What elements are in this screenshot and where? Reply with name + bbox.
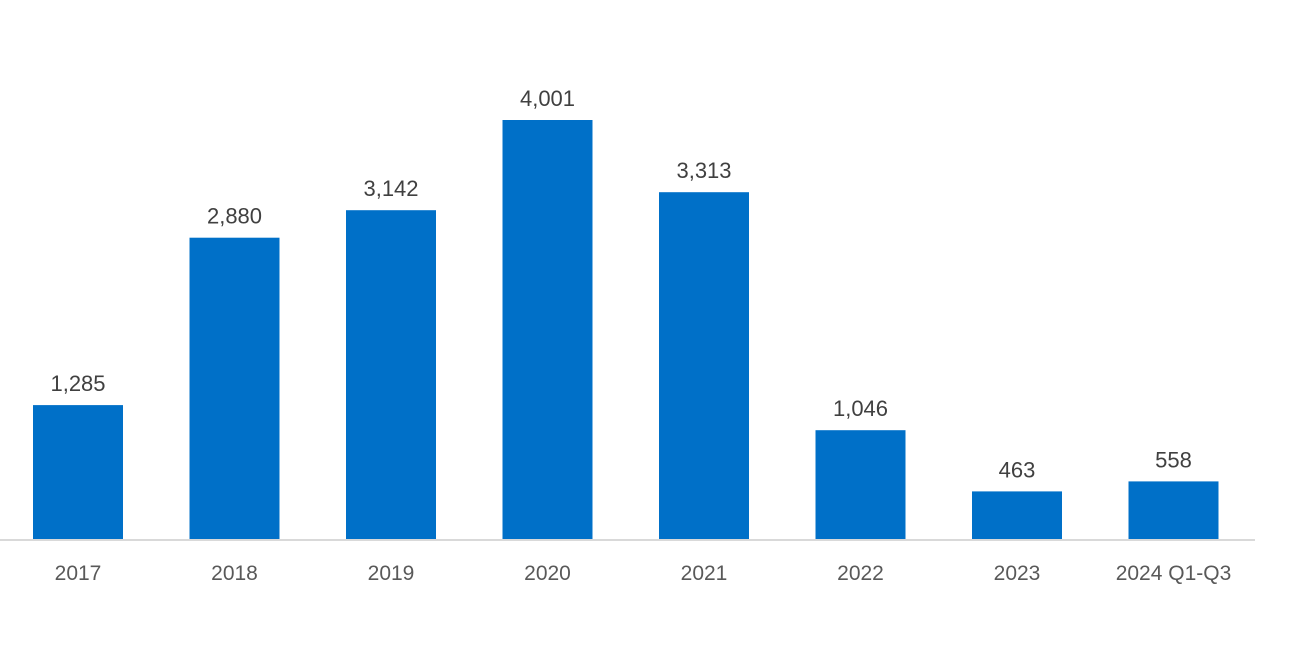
bar-2019 xyxy=(346,210,436,540)
data-label: 3,313 xyxy=(676,158,731,183)
x-tick-label: 2021 xyxy=(681,562,728,585)
data-label: 3,142 xyxy=(363,176,418,201)
data-labels-layer: 1,285 2,880 3,142 4,001 3,313 1,046 463 558 xyxy=(50,86,1191,482)
x-tick-label: 2019 xyxy=(368,562,415,585)
data-label: 2,880 xyxy=(207,204,262,229)
bars-layer xyxy=(33,120,1219,540)
x-tick-label: 2020 xyxy=(524,562,571,585)
x-tick-label: 2022 xyxy=(837,562,884,585)
bar-2020 xyxy=(502,120,593,540)
bar-2022 xyxy=(815,430,906,540)
bar-2021 xyxy=(659,192,749,540)
x-tick-label: 2024 Q1-Q3 xyxy=(1116,562,1232,585)
data-label: 558 xyxy=(1155,447,1192,472)
bar-2024-q1-q3 xyxy=(1128,481,1219,540)
x-tick-label: 2023 xyxy=(994,562,1041,585)
x-tick-label: 2018 xyxy=(211,562,258,585)
bar-2017 xyxy=(33,405,123,540)
data-label: 1,046 xyxy=(833,396,888,421)
bar-2018 xyxy=(189,237,280,540)
data-label: 1,285 xyxy=(50,371,105,396)
x-tick-labels-layer: 2017 2018 2019 2020 2021 2022 2023 2024 Q1-Q3 xyxy=(55,562,1232,585)
data-label: 4,001 xyxy=(520,86,575,111)
bar-2023 xyxy=(972,491,1062,540)
x-tick-label: 2017 xyxy=(55,562,102,585)
data-label: 463 xyxy=(999,457,1036,482)
